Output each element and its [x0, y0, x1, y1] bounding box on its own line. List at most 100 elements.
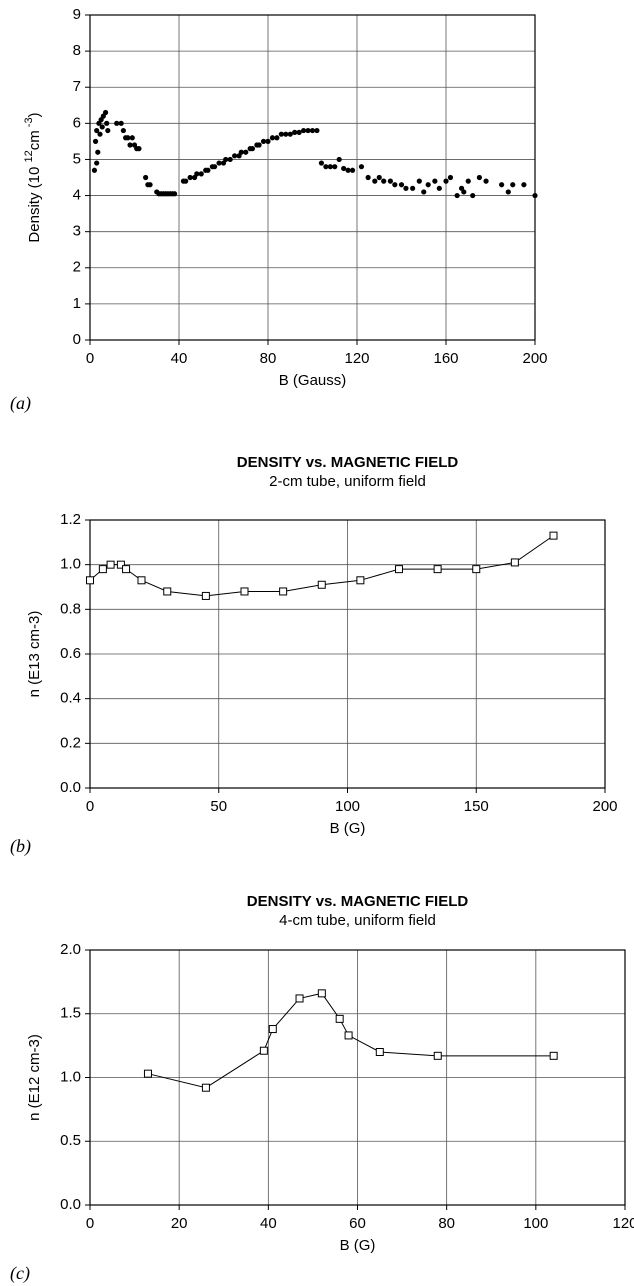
marker [223, 156, 229, 163]
marker [238, 149, 244, 155]
marker [97, 131, 103, 137]
x-tick-label: 0 [86, 350, 94, 367]
marker [187, 174, 193, 181]
line [147, 992, 554, 1089]
marker [344, 1031, 353, 1040]
marker [91, 167, 98, 173]
marker [375, 1048, 384, 1056]
marker [443, 178, 449, 184]
marker [317, 580, 326, 589]
y-tick-label: 1.5 [60, 1005, 81, 1022]
marker [106, 560, 115, 569]
y-tick-label: 1.0 [60, 1068, 81, 1085]
marker [314, 127, 320, 134]
y-tick-label: 0.6 [60, 645, 81, 662]
marker [465, 178, 471, 184]
y-tick-label: 0.4 [60, 690, 81, 707]
marker [532, 192, 538, 199]
marker [510, 182, 516, 188]
panel-label: (b) [10, 836, 31, 857]
marker [102, 109, 109, 116]
y-tick-label: 0.8 [60, 600, 81, 617]
marker [127, 142, 133, 148]
marker [309, 127, 316, 134]
marker [122, 565, 131, 574]
y-tick-label: 0 [73, 331, 81, 348]
marker [94, 160, 100, 166]
marker [265, 138, 271, 144]
marker [433, 1051, 442, 1060]
y-axis-label: n (E13 cm-3) [26, 611, 43, 698]
marker [395, 565, 403, 574]
marker [259, 1046, 268, 1055]
x-tick-label: 100 [523, 1215, 548, 1232]
x-tick-label: 20 [171, 1215, 188, 1232]
marker [232, 153, 238, 159]
marker [356, 576, 365, 585]
marker [436, 185, 442, 191]
marker [243, 149, 249, 155]
marker [365, 174, 371, 181]
marker [136, 146, 142, 152]
y-tick-label: 8 [73, 42, 81, 59]
marker [425, 182, 431, 188]
marker [372, 178, 378, 184]
x-tick-label: 120 [612, 1215, 634, 1232]
marker [398, 182, 405, 188]
marker [287, 131, 293, 137]
marker [296, 129, 302, 135]
marker [256, 142, 262, 148]
y-tick-label: 6 [73, 114, 81, 131]
marker [171, 191, 178, 197]
marker [201, 1083, 210, 1092]
y-tick-label: 1.2 [60, 511, 81, 528]
marker [476, 174, 482, 181]
marker [510, 558, 519, 567]
marker [433, 565, 442, 574]
marker [461, 189, 467, 195]
marker [295, 994, 304, 1003]
marker [120, 127, 126, 134]
marker [249, 146, 256, 152]
marker [335, 1014, 344, 1023]
marker [318, 160, 324, 166]
y-tick-label: 0.0 [60, 779, 81, 796]
y-tick-label: 0.0 [60, 1196, 81, 1213]
x-tick-label: 200 [522, 350, 547, 367]
marker [137, 576, 146, 585]
marker [116, 560, 125, 569]
marker [198, 171, 204, 177]
y-tick-label: 9 [73, 6, 81, 23]
x-tick-label: 60 [349, 1215, 366, 1232]
x-tick-label: 120 [344, 350, 369, 367]
y-tick-label: 4 [73, 187, 81, 204]
x-tick-label: 0 [86, 798, 94, 815]
marker [454, 192, 460, 199]
plot-frame [89, 14, 536, 341]
marker [92, 138, 99, 144]
marker [143, 1069, 152, 1078]
y-axis-label-part: cm [26, 130, 43, 150]
x-tick-label: 40 [260, 1215, 277, 1232]
marker [403, 185, 409, 191]
marker [212, 164, 218, 170]
marker [278, 131, 284, 137]
marker [269, 135, 276, 141]
y-tick-label: 2 [73, 259, 81, 276]
marker [94, 127, 100, 134]
marker [99, 124, 105, 130]
marker [268, 1025, 277, 1034]
marker [129, 135, 135, 141]
y-tick-label: 7 [73, 78, 81, 95]
marker [327, 164, 333, 170]
chart-subtitle: 4-cm tube, uniform field [279, 912, 436, 929]
marker [260, 138, 267, 144]
marker [205, 167, 211, 173]
marker [147, 182, 153, 188]
plot-frame [89, 519, 606, 789]
marker [323, 164, 329, 170]
marker [201, 591, 210, 600]
y-tick-label: 5 [73, 150, 81, 167]
y-axis-label-part: 12 [23, 150, 35, 162]
